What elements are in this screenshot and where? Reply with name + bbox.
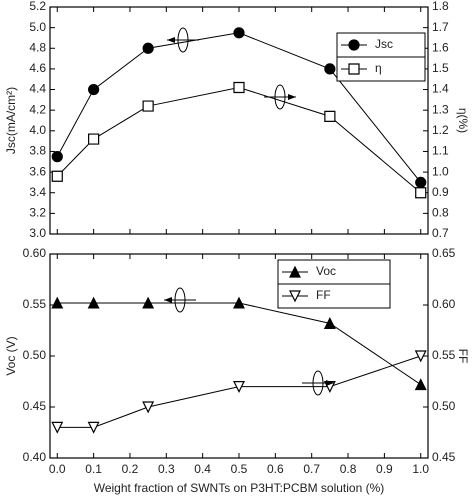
marker [289, 265, 301, 278]
y2-tick-label: 0.55 [432, 348, 456, 362]
marker [87, 421, 100, 434]
marker [348, 39, 360, 51]
y-tick-label: 0.45 [23, 399, 47, 413]
y-tick-label: 3.6 [29, 164, 46, 178]
y-tick-label: 0.60 [23, 246, 47, 260]
legend-label: Jsc [375, 37, 393, 51]
y2-tick-label: 1.4 [432, 82, 449, 96]
marker [233, 296, 245, 309]
y2-tick-label: 1.6 [432, 40, 449, 54]
marker [87, 296, 100, 309]
arrow-head [167, 37, 175, 43]
y-tick-label: 4.8 [29, 40, 46, 54]
y2-tick-label: 0.9 [432, 185, 449, 199]
x-tick-label: 1.0 [412, 462, 429, 476]
x-tick-label: 0.6 [267, 462, 284, 476]
series-line [56, 32, 422, 183]
y2-tick-label: 0.8 [432, 206, 449, 220]
arrow-head [288, 94, 296, 100]
x-tick-label: 0.7 [303, 462, 320, 476]
marker [415, 187, 427, 199]
marker [142, 296, 155, 309]
marker [324, 110, 336, 122]
y2-tick-label: 1.8 [432, 0, 449, 13]
x-tick-label: 0.9 [376, 462, 393, 476]
legend-label: Voc [316, 264, 336, 278]
y2-tick-label: 0.7 [432, 226, 449, 240]
y-tick-label: 5.0 [29, 20, 46, 34]
marker [414, 378, 427, 391]
y-tick-label: 5.2 [29, 0, 46, 13]
x-tick-label: 0.0 [49, 462, 66, 476]
y2-axis-label: η(%) [456, 108, 470, 133]
x-tick-label: 0.1 [85, 462, 102, 476]
marker [233, 81, 245, 94]
y2-tick-label: 0.45 [432, 450, 456, 464]
y2-tick-label: 1.3 [432, 102, 449, 116]
marker [51, 151, 63, 163]
y-tick-label: 0.50 [23, 348, 47, 362]
marker [142, 100, 154, 112]
marker [414, 350, 427, 363]
series-line [56, 86, 422, 194]
arrow-head [326, 380, 334, 386]
x-tick-label: 0.4 [194, 462, 211, 476]
y-tick-label: 3.8 [29, 144, 46, 158]
y2-tick-label: 1.5 [432, 61, 449, 75]
marker [88, 133, 100, 145]
marker [233, 381, 245, 393]
y2-tick-label: 0.65 [432, 246, 456, 260]
marker [415, 176, 427, 189]
y-axis-label: Voc (V) [4, 336, 18, 375]
marker [289, 290, 301, 303]
y2-tick-label: 1.7 [432, 20, 449, 34]
marker [324, 63, 336, 75]
marker [233, 27, 245, 39]
y2-tick-label: 1.2 [432, 123, 449, 137]
y-tick-label: 0.55 [23, 297, 47, 311]
y-tick-label: 3.0 [29, 226, 46, 240]
x-tick-label: 0.2 [122, 462, 139, 476]
y2-tick-label: 0.50 [432, 399, 456, 413]
y-tick-label: 3.2 [29, 206, 46, 220]
x-axis-label: Weight fraction of SWNTs on P3HT:PCBM so… [94, 481, 385, 495]
y2-tick-label: 0.60 [432, 297, 456, 311]
marker [142, 42, 154, 54]
legend-label: FF [316, 288, 331, 302]
series-line [57, 355, 421, 428]
y-axis-label: Jsc(mA/cm²) [4, 87, 18, 154]
y2-tick-label: 1.0 [432, 164, 449, 178]
series-line [57, 302, 422, 385]
y-tick-label: 0.40 [23, 450, 47, 464]
y-tick-label: 4.2 [29, 102, 46, 116]
y-tick-label: 3.4 [29, 185, 46, 199]
y-tick-label: 4.4 [29, 82, 46, 96]
legend-label: η [375, 61, 382, 75]
marker [348, 63, 360, 75]
y-tick-label: 4.6 [29, 61, 46, 75]
marker [88, 83, 100, 96]
y2-tick-label: 1.1 [432, 144, 449, 158]
marker [51, 170, 63, 182]
marker [51, 421, 64, 434]
x-tick-label: 0.8 [340, 462, 357, 476]
x-tick-label: 0.3 [158, 462, 175, 476]
marker [51, 296, 64, 309]
arrow-head [164, 297, 172, 303]
marker [142, 401, 155, 414]
marker [323, 317, 336, 329]
y2-axis-label: FF [456, 349, 470, 364]
x-tick-label: 0.5 [231, 462, 248, 476]
y-tick-label: 4.0 [29, 123, 46, 137]
